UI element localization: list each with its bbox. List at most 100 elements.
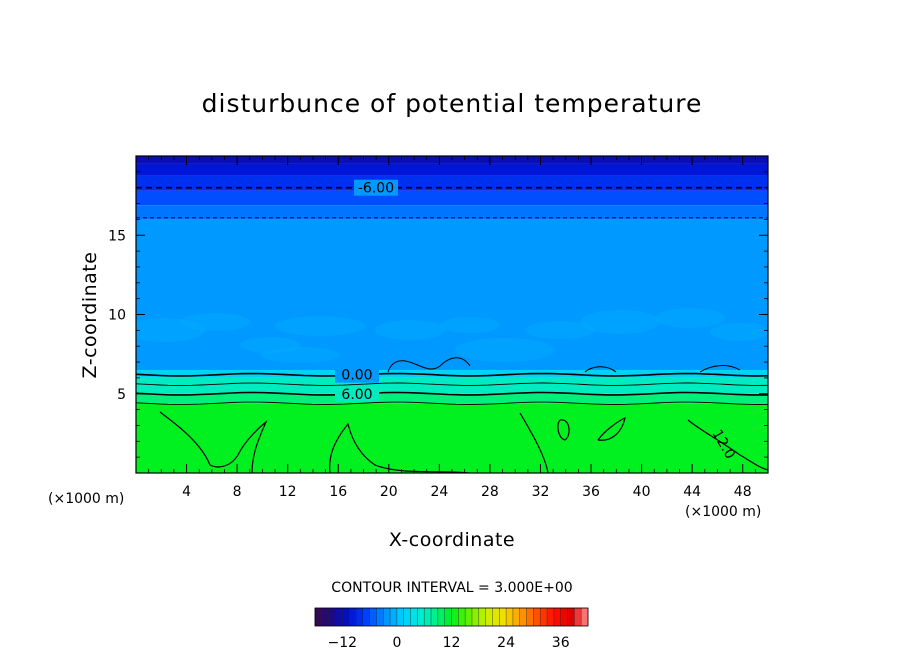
field-band [136,219,768,370]
colorbar-swatch [547,608,555,626]
colorbar-swatch [444,608,452,626]
colorbar-swatch [574,608,582,626]
x-tick-label: 8 [233,484,242,500]
x-tick-label: 20 [380,484,398,500]
colorbar: −12 0 12 24 36 [314,607,589,651]
field-band [136,205,768,220]
colorbar-swatch [506,608,514,626]
colorbar-swatch [560,608,568,626]
contour-line [387,357,471,373]
colorbar-swatch [533,608,541,626]
contour-line [699,365,741,373]
field-patch [260,347,340,363]
field-band [136,393,768,404]
colorbar-swatch [369,608,377,626]
x-tick-label: 16 [329,484,347,500]
x-tick-label: 4 [182,484,191,500]
field-band [136,403,768,473]
colorbar-swatch [349,608,357,626]
colorbar-swatch [458,608,466,626]
contour-line [584,366,617,373]
colorbar-swatch [417,608,425,626]
contour-label-bg [335,385,379,402]
colorbar-swatch [431,608,439,626]
field-patch [375,320,445,340]
colorbar-swatch [492,608,500,626]
colorbar-swatch [383,608,391,626]
colorbar-swatch [403,608,411,626]
x-tick-label: 48 [734,484,752,500]
field-patch [580,310,660,334]
colorbar-swatch [362,608,370,626]
contour-line [159,411,268,473]
colorbar-tick-label: −12 [328,635,358,651]
field-band [136,163,768,176]
chart-title: disturbunce of potential temperature [202,89,703,118]
colorbar-swatch [519,608,527,626]
contour-line [136,372,768,377]
colorbar-swatch [499,608,507,626]
x-tick-label: 12 [279,484,297,500]
x-tick-label: 36 [582,484,600,500]
colorbar-swatch [390,608,398,626]
contour-line [329,422,471,473]
x-unit-label: (×1000 m) [685,504,761,520]
field-band [136,369,768,378]
colorbar-swatch [355,608,364,626]
field-patch [275,316,365,336]
colorbar-swatch [321,608,329,626]
contour-line [597,417,626,441]
x-tick-label: 44 [683,484,701,500]
y-unit-label: (×1000 m) [48,491,124,507]
colorbar-frame [314,607,589,627]
colorbar-swatch [478,608,486,626]
colorbar-swatch [471,608,480,626]
contour-label: 6.00 [341,387,372,403]
colorbar-swatch [315,608,323,626]
colorbar-tick-label: 36 [552,635,570,651]
field-patch [180,313,250,331]
field-band [136,190,768,206]
colorbar-swatch [512,608,521,626]
colorbar-swatch [410,608,418,626]
colorbar-swatch [376,608,384,626]
colorbar-swatch [451,608,459,626]
colorbar-tick-label: 0 [392,635,401,651]
colorbar-swatch [424,608,432,626]
y-axis-label: Z-coordinate [79,252,101,379]
field-patches [136,308,768,363]
colorbar-tick-label: 24 [497,635,515,651]
contour-lines [136,186,768,473]
contour-label: 0.00 [341,368,372,384]
x-tick-label: 24 [430,484,448,500]
y-axis-ticks: 5 10 15 [108,171,768,458]
contour-line [687,419,768,471]
field-patch [655,308,725,328]
field-bands [136,156,768,473]
field-band [136,377,768,394]
colorbar-swatch [465,608,473,626]
x-tick-label: 40 [633,484,651,500]
colorbar-swatch [437,608,445,626]
contour-interval-text: CONTOUR INTERVAL = 3.000E+00 [331,580,572,596]
contour-line [136,401,768,405]
x-tick-label: 32 [532,484,550,500]
contour-line [519,412,549,473]
field-patch [525,321,595,339]
y-tick-label: 5 [117,387,126,403]
colorbar-swatch [581,608,589,626]
contour-label-bg [354,179,398,196]
colorbar-tick-label: 12 [443,635,461,651]
colorbar-swatch [540,608,548,626]
x-tick-label: 28 [481,484,499,500]
contour-line [136,382,768,386]
field-patch [455,338,555,362]
y-tick-label: 15 [108,228,126,244]
colorbar-swatch [328,608,336,626]
field-patch [440,317,500,333]
contour-line [136,391,768,396]
colorbar-swatch [342,608,350,626]
y-tick-label: 10 [108,308,126,324]
